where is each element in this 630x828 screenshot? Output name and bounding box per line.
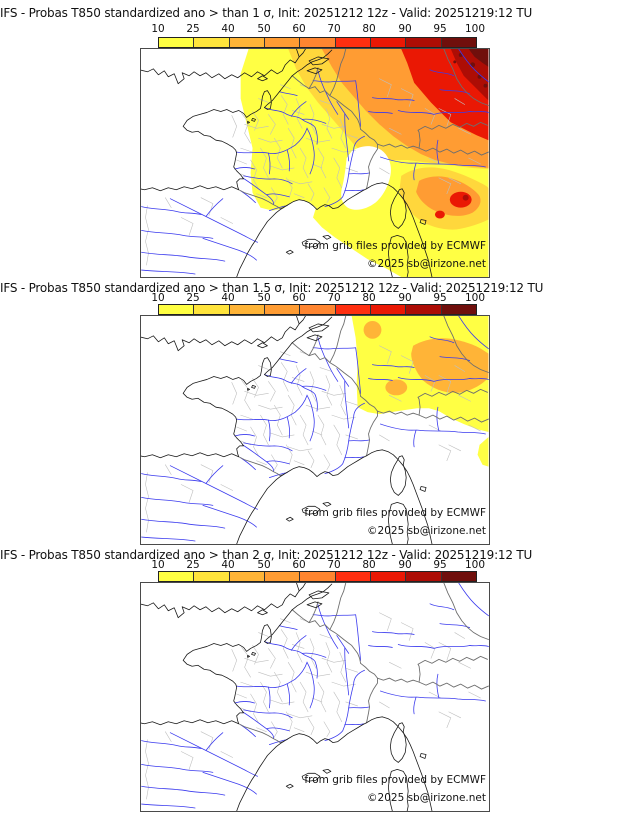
colorbar-segment [370, 572, 407, 581]
prob-region-gte40 [411, 338, 489, 393]
colorbar-tick: 95 [433, 559, 447, 571]
colorbar-tick: 80 [362, 23, 376, 35]
colorbar-tick: 95 [433, 292, 447, 304]
attribution-ecmwf: from grib files provided by ECMWF [304, 774, 486, 786]
colorbar-segment [441, 38, 476, 47]
colorbar-tick: 90 [398, 23, 412, 35]
colorbar-segment [264, 305, 301, 314]
prob-region-gte90 [450, 49, 489, 101]
colorbar-tick: 60 [292, 23, 306, 35]
colorbar-tick: 50 [257, 23, 271, 35]
colorbar-tick: 50 [257, 559, 271, 571]
prob-gap-alps [341, 146, 391, 210]
panel-title: IFS - Probas T850 standardized ano > tha… [0, 548, 533, 562]
colorbar-segment [441, 572, 476, 581]
attribution-ecmwf: from grib files provided by ECMWF [304, 240, 486, 252]
colorbar-segment [264, 38, 301, 47]
panel-title: IFS - Probas T850 standardized ano > tha… [0, 281, 544, 295]
map-panel-3: from grib files provided by ECMWF ©2025 … [140, 582, 490, 812]
colorbar-ticks: 10 25 40 50 60 70 80 90 95 100 [151, 23, 485, 35]
prob-region-gte40-top [363, 320, 382, 339]
colorbar-segment [335, 572, 371, 581]
colorbar-segment [229, 572, 265, 581]
colorbar-tick: 40 [221, 292, 235, 304]
colorbar-tick: 60 [292, 559, 306, 571]
colorbar-segment [406, 38, 442, 47]
attribution-copyright: ©2025 sb@irizone.net [367, 525, 486, 537]
colorbar [158, 571, 477, 582]
attribution-copyright: ©2025 sb@irizone.net [367, 792, 486, 804]
colorbar-tick: 40 [221, 559, 235, 571]
colorbar-tick: 50 [257, 292, 271, 304]
colorbar-tick: 100 [464, 292, 486, 304]
prob-italy-darkred-dot [462, 194, 469, 201]
colorbar-tick: 90 [398, 292, 412, 304]
colorbar-tick: 10 [151, 559, 165, 571]
prob-italy-red [449, 191, 472, 208]
colorbar-tick: 80 [362, 559, 376, 571]
prob-region-gte95 [468, 49, 489, 67]
colorbar-tick: 70 [327, 292, 341, 304]
colorbar-tick: 10 [151, 292, 165, 304]
colorbar-tick: 25 [186, 23, 200, 35]
probability-overlay [351, 316, 489, 467]
colorbar-tick: 100 [464, 559, 486, 571]
colorbar-segment [194, 305, 230, 314]
panel-title: IFS - Probas T850 standardized ano > tha… [0, 6, 533, 20]
prob-region-edge-tab [477, 436, 489, 467]
colorbar-segment [370, 305, 407, 314]
map-panel-1: from grib files provided by ECMWF ©2025 … [140, 48, 490, 278]
colorbar-segment [441, 305, 476, 314]
map-canvas [141, 49, 489, 277]
colorbar-segment [300, 305, 336, 314]
colorbar-segment [194, 572, 230, 581]
colorbar-tick: 80 [362, 292, 376, 304]
colorbar-segment [406, 305, 442, 314]
colorbar-ticks: 10 25 40 50 60 70 80 90 95 100 [151, 292, 485, 304]
prob-region-gte40-small [385, 379, 408, 396]
colorbar-tick: 60 [292, 292, 306, 304]
colorbar-tick: 100 [464, 23, 486, 35]
colorbar-segment [229, 38, 265, 47]
colorbar-tick: 25 [186, 559, 200, 571]
colorbar-tick: 10 [151, 23, 165, 35]
colorbar-segment [159, 572, 195, 581]
colorbar-tick: 95 [433, 23, 447, 35]
colorbar-segment [335, 305, 371, 314]
colorbar [158, 304, 477, 315]
colorbar-tick: 25 [186, 292, 200, 304]
colorbar-segment [370, 38, 407, 47]
attribution-ecmwf: from grib files provided by ECMWF [304, 507, 486, 519]
colorbar-segment [194, 38, 230, 47]
attribution-copyright: ©2025 sb@irizone.net [367, 258, 486, 270]
colorbar-segment [159, 38, 195, 47]
colorbar-segment [300, 38, 336, 47]
colorbar-ticks: 10 25 40 50 60 70 80 90 95 100 [151, 559, 485, 571]
colorbar [158, 37, 477, 48]
colorbar-segment [159, 305, 195, 314]
colorbar-tick: 90 [398, 559, 412, 571]
colorbar-segment [300, 572, 336, 581]
map-canvas [141, 316, 489, 544]
prob-italy-red-small [434, 210, 445, 219]
map-panel-2: from grib files provided by ECMWF ©2025 … [140, 315, 490, 545]
colorbar-tick: 40 [221, 23, 235, 35]
colorbar-segment [264, 572, 301, 581]
colorbar-tick: 70 [327, 559, 341, 571]
probability-overlay [240, 49, 489, 277]
prob-speckles [453, 52, 488, 88]
colorbar-segment [335, 38, 371, 47]
colorbar-segment [229, 305, 265, 314]
colorbar-segment [406, 572, 442, 581]
colorbar-tick: 70 [327, 23, 341, 35]
